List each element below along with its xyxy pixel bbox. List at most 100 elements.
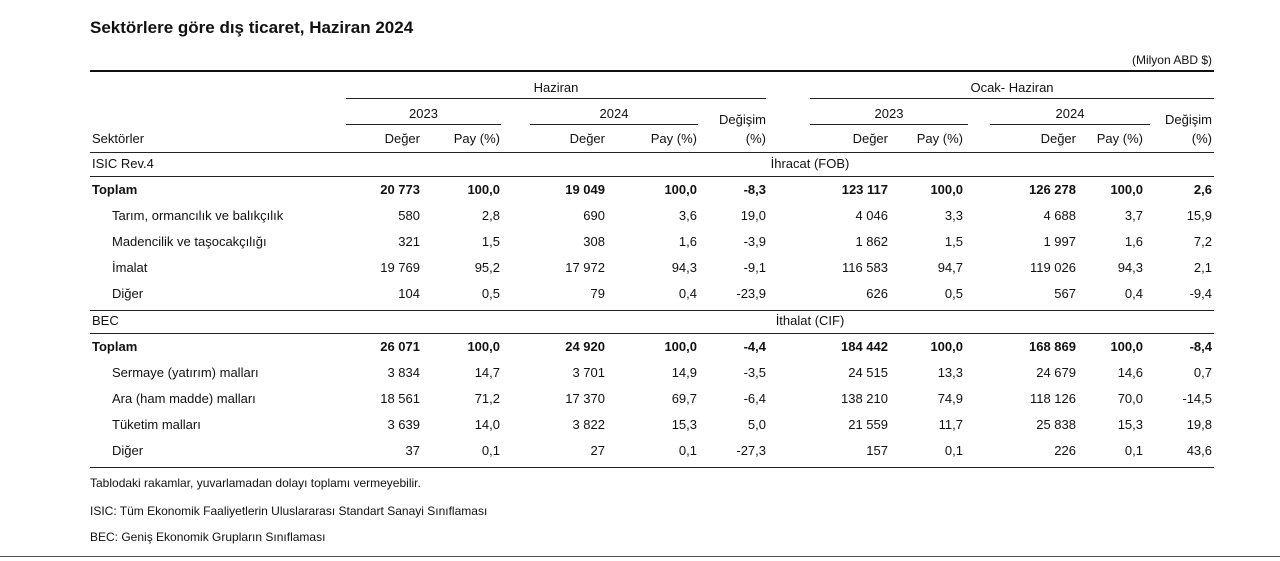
table-cell: 15,3 [671,417,697,432]
table-cell: 157 [866,443,888,458]
header-jan-june: Ocak- Haziran [970,80,1054,95]
table-cell: -4,4 [743,339,766,354]
year-rule-4 [990,124,1150,125]
table-cell: 104 [398,286,420,301]
row-label: İmalat [112,260,148,275]
table-cell: -14,5 [1182,391,1212,406]
table-cell: 3,7 [1124,208,1143,223]
table-cell: 3 701 [572,365,605,380]
table-cell: 14,7 [474,365,500,380]
table-cell: -8,3 [743,182,766,197]
table-cell: 308 [583,234,605,249]
table-cell: 1,5 [944,234,963,249]
header-deger-1: Değer [384,131,420,146]
table-cell: -9,4 [1189,286,1212,301]
table-cell: 24 679 [1036,365,1076,380]
table-cell: 3 834 [387,365,420,380]
table-cell: 18 561 [380,391,420,406]
table-cell: 3,6 [678,208,697,223]
table-cell: 21 559 [848,417,888,432]
table-cell: 11,7 [938,417,963,432]
table-cell: -8,4 [1189,339,1212,354]
table-cell: 0,7 [1193,365,1212,380]
table-cell: 138 210 [841,391,888,406]
table-cell: 116 583 [841,260,888,275]
section-label: İthalat (CIF) [775,313,845,328]
page-title: Sektörlere göre dış ticaret, Haziran 202… [90,18,414,37]
table-cell: 95,2 [474,260,500,275]
table-cell: 17 370 [565,391,605,406]
header-pay-3: Pay (%) [916,131,963,146]
table-cell: 226 [1054,443,1076,458]
table-cell: 13,3 [937,365,963,380]
row-label: Tarım, ormancılık ve balıkçılık [112,208,284,223]
table-cell: 26 071 [380,339,420,354]
table-cell: 321 [398,234,420,249]
table-cell: 0,1 [1124,443,1143,458]
section-code: BEC [92,313,119,328]
unit-label: (Milyon ABD $) [1131,53,1212,67]
table-cell: 126 278 [1029,182,1076,197]
row-label: Toplam [92,182,138,197]
row-label: Madencilik ve taşocakçılığı [112,234,267,249]
table-top-rule [90,70,1214,72]
table-cell: 69,7 [671,391,697,406]
header-janjune-2024: 2024 [1055,106,1085,121]
table-cell: 14,0 [474,417,500,432]
table-cell: 626 [866,286,888,301]
table-cell: 0,4 [678,286,697,301]
table-cell: 0,1 [678,443,697,458]
header-june-2024: 2024 [599,106,629,121]
table-cell: 19 049 [565,182,605,197]
header-sektorler: Sektörler [92,131,145,146]
table-cell: 100,0 [930,182,963,197]
table-cell: 1,6 [1124,234,1143,249]
table-cell: 43,6 [1186,443,1212,458]
section-label: İhracat (FOB) [770,156,850,171]
table-cell: 71,2 [474,391,500,406]
table-cell: 25 838 [1036,417,1076,432]
header-deger-2: Değer [569,131,605,146]
table-cell: 94,7 [937,260,963,275]
table-cell: 27 [590,443,605,458]
table-cell: 94,3 [1117,260,1143,275]
row-label: Diğer [112,443,144,458]
section-code: ISIC Rev.4 [92,156,154,171]
year-rule-2 [530,124,698,125]
header-degisim-june: Değişim [719,112,766,127]
row-label: Tüketim malları [112,417,201,432]
table-cell: 118 126 [1029,391,1076,406]
table-cell: 123 117 [841,182,888,197]
section-separator-rule [90,310,1214,311]
table-cell: 2,1 [1193,260,1212,275]
table-cell: 567 [1054,286,1076,301]
jan-june-rule [810,98,1214,99]
table-cell: 14,9 [671,365,697,380]
table-cell: 1 862 [855,234,888,249]
footnote-rounding: Tablodaki rakamlar, yuvarlamadan dolayı … [90,476,421,490]
table-cell: 17 972 [565,260,605,275]
table-cell: 184 442 [841,339,888,354]
header-degisim-june-pct: (%) [745,131,766,146]
table-cell: 3 639 [387,417,420,432]
table-cell: 15,9 [1186,208,1212,223]
table-cell: 2,8 [481,208,500,223]
table-cell: 3 822 [572,417,605,432]
table-cell: 5,0 [747,417,766,432]
table-cell: 168 869 [1029,339,1076,354]
table-cell: 14,6 [1117,365,1143,380]
table-cell: 0,4 [1124,286,1143,301]
header-janjune-2023: 2023 [874,106,904,121]
table-cell: 690 [583,208,605,223]
table-cell: 1,5 [481,234,500,249]
header-june-2023: 2023 [409,106,438,121]
table-cell: 100,0 [1110,182,1143,197]
header-pay-2: Pay (%) [650,131,697,146]
table-cell: -6,4 [743,391,766,406]
header-pay-4: Pay (%) [1096,131,1143,146]
header-deger-3: Değer [852,131,888,146]
table-cell: 19,8 [1186,417,1212,432]
row-label: Toplam [92,339,138,354]
table-cell: -9,1 [743,260,766,275]
table-cell: -23,9 [736,286,766,301]
